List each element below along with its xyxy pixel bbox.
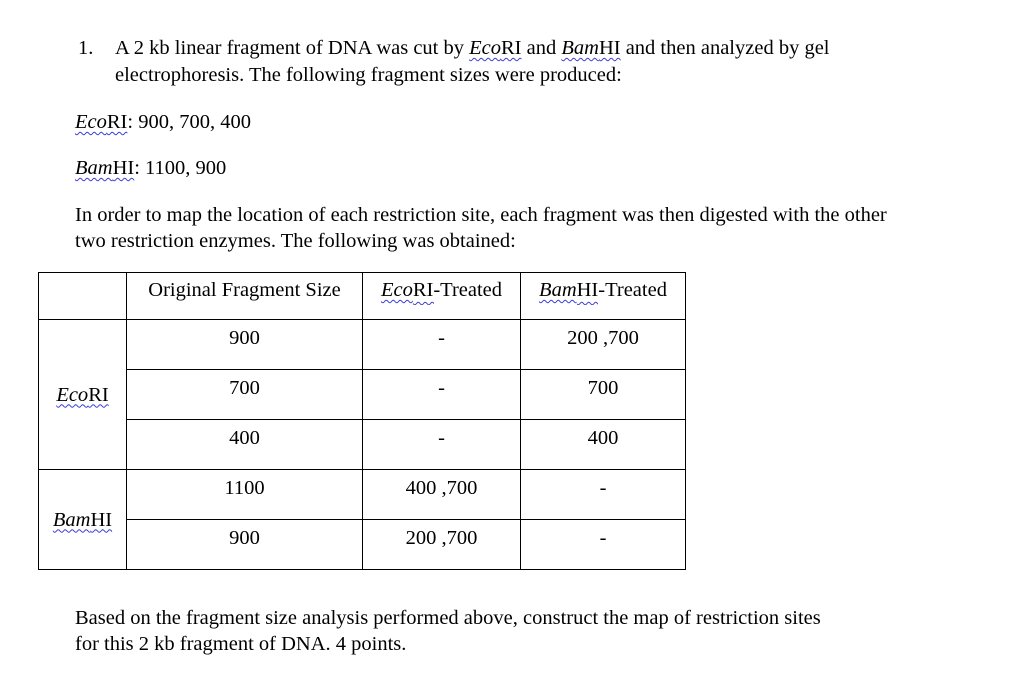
cell-ecori: -	[362, 319, 521, 370]
cell-original: 700	[126, 369, 363, 420]
fragment-values: : 900, 700, 400	[127, 111, 251, 133]
bamhi-fragments: BamHI: 1100, 900	[75, 155, 226, 181]
closing-line-2: for this 2 kb fragment of DNA. 4 points.	[75, 633, 407, 655]
cell-original: 400	[126, 419, 363, 470]
cell-bamhi: 200 ,700	[520, 319, 686, 370]
italic-text: Eco	[469, 37, 501, 59]
text: RI	[106, 111, 128, 133]
text: HI	[90, 508, 113, 531]
question-line-2: electrophoresis. The following fragment …	[115, 64, 622, 86]
group-label-bamhi: BamHI	[38, 469, 127, 570]
cell-bamhi: 700	[520, 369, 686, 420]
cell-original: 900	[126, 319, 363, 370]
cell-ecori: -	[362, 419, 521, 470]
cell-bamhi: 400	[520, 419, 686, 470]
header-bamhi-treated: BamHI-Treated	[520, 272, 686, 320]
text: RI	[88, 383, 109, 406]
header-bamhi-rest: HI-Treated	[576, 279, 667, 301]
text: HI	[112, 157, 135, 179]
cell-bamhi: -	[520, 519, 686, 570]
header-original: Original Fragment Size	[126, 272, 363, 320]
header-bamhi-italic: Bam	[539, 279, 577, 301]
table-header-row: Original Fragment Size EcoRI-Treated Bam…	[38, 272, 686, 320]
ecori-fragments: EcoRI: 900, 700, 400	[75, 109, 251, 135]
text: A 2 kb linear fragment of DNA was cut by	[115, 37, 470, 59]
text: HI	[598, 37, 621, 59]
paragraph-line-2: two restriction enzymes. The following w…	[75, 230, 516, 252]
cell-ecori: -	[362, 369, 521, 420]
enzyme-bamhi: BamHI	[53, 509, 112, 531]
italic-text: Eco	[56, 383, 89, 406]
question-number: 1.	[78, 37, 94, 59]
header-ecori-rest: RI-Treated	[412, 279, 503, 301]
cell-ecori: 200 ,700	[362, 519, 521, 570]
cell-bamhi: -	[520, 469, 686, 520]
fragment-values: : 1100, 900	[134, 157, 227, 179]
table-row: 900 200 ,700 -	[39, 519, 686, 570]
question-line-1: A 2 kb linear fragment of DNA was cut by…	[115, 35, 829, 61]
header-ecori-treated: EcoRI-Treated	[362, 272, 521, 320]
digest-table: Original Fragment Size EcoRI-Treated Bam…	[38, 272, 686, 570]
italic-text: Bam	[75, 157, 113, 179]
italic-text: Bam	[52, 508, 91, 531]
paragraph-line-1: In order to map the location of each res…	[75, 204, 887, 226]
group-label-ecori: EcoRI	[38, 319, 127, 470]
enzyme-bamhi: BamHI	[561, 37, 620, 59]
table-row: 700 - 700	[39, 369, 686, 420]
italic-text: Bam	[561, 37, 599, 59]
table-row: BamHI 1100 400 ,700 -	[38, 469, 686, 570]
cell-ecori: 400 ,700	[362, 469, 521, 520]
closing-line-1: Based on the fragment size analysis perf…	[75, 607, 821, 629]
text: and	[521, 37, 562, 59]
text: RI	[501, 37, 522, 59]
cell-original: 1100	[126, 469, 363, 520]
enzyme-bamhi: BamHI	[75, 157, 134, 179]
table-row: 400 - 400	[39, 419, 686, 470]
enzyme-ecori: EcoRI	[75, 111, 127, 133]
header-ecori-italic: Eco	[380, 279, 413, 301]
enzyme-ecori: EcoRI	[469, 37, 521, 59]
enzyme-ecori: EcoRI	[56, 384, 108, 406]
cell-original: 900	[126, 519, 363, 570]
italic-text: Eco	[75, 111, 107, 133]
text: and then analyzed by gel	[620, 37, 830, 59]
table-row: EcoRI 900 - 200 ,700	[38, 319, 686, 470]
header-empty	[38, 272, 127, 320]
